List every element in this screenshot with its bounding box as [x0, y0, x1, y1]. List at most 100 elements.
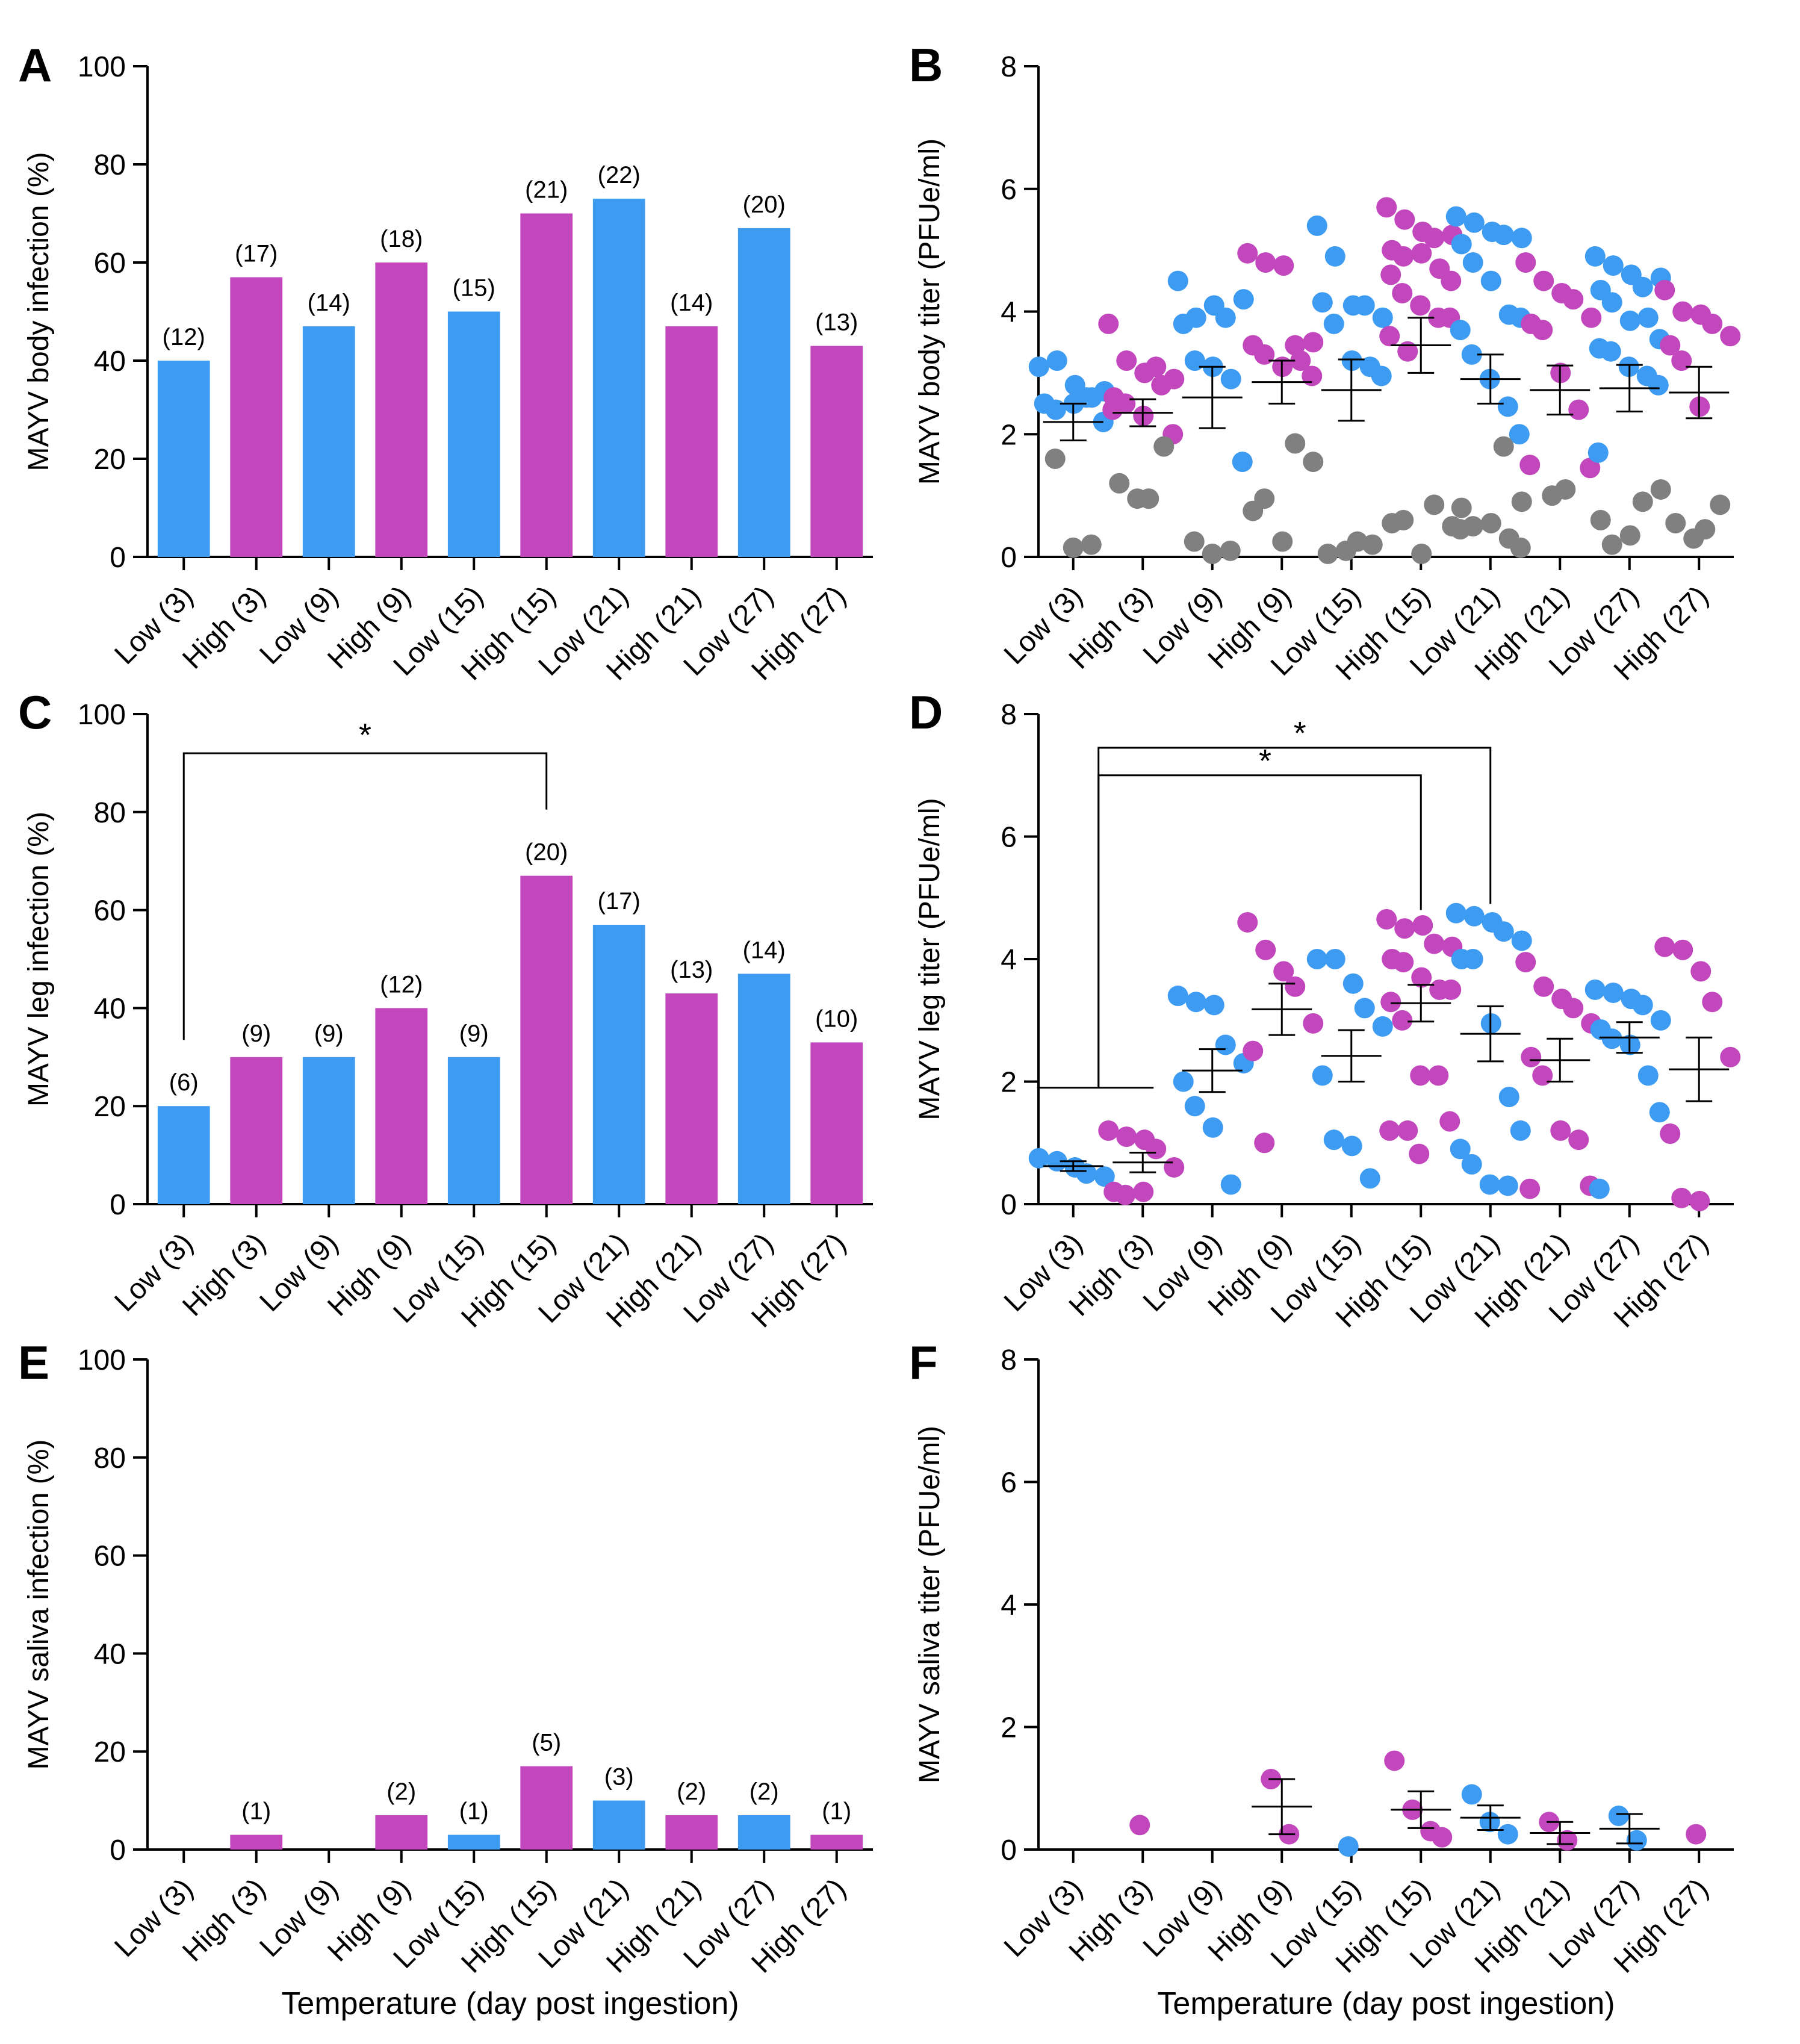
data-point — [1164, 1157, 1185, 1178]
zero-data-point — [1710, 494, 1731, 515]
data-point — [1603, 255, 1624, 276]
data-point — [1463, 212, 1485, 233]
data-point — [1129, 1815, 1150, 1836]
data-point — [1493, 225, 1514, 246]
zero-data-point — [1424, 494, 1445, 515]
y-tick-label: 80 — [94, 1443, 126, 1474]
bar-n-label: (21) — [525, 177, 568, 203]
zero-data-point — [1650, 479, 1671, 500]
data-point — [1290, 350, 1311, 371]
zero-data-point — [1695, 519, 1716, 540]
significance-star: * — [1294, 715, 1306, 751]
bar-n-label: (14) — [743, 937, 786, 963]
zero-data-point — [1480, 512, 1501, 533]
data-point — [1461, 1154, 1482, 1175]
data-point — [1671, 1187, 1692, 1208]
data-point — [1660, 1123, 1681, 1144]
y-tick-label: 40 — [94, 1638, 126, 1670]
x-axis-title: Temperature (day post ingestion) — [1157, 1986, 1615, 2021]
y-tick-label: 6 — [1001, 174, 1017, 206]
bar-n-label: (2) — [386, 1778, 416, 1805]
zero-data-point — [1109, 473, 1130, 494]
data-point — [1151, 374, 1172, 396]
data-point — [1462, 252, 1483, 273]
data-point — [1098, 1120, 1119, 1141]
bar-n-label: (17) — [235, 240, 278, 267]
data-point — [1338, 1836, 1359, 1857]
data-point — [1372, 1016, 1393, 1037]
data-point — [1587, 442, 1609, 463]
y-tick-label: 20 — [94, 1736, 126, 1768]
bar-4 — [375, 1008, 428, 1204]
data-point — [1441, 979, 1462, 1000]
significance-bracket — [182, 752, 548, 1040]
data-point — [1167, 986, 1188, 1007]
zero-data-point — [1153, 436, 1175, 457]
data-point — [1354, 998, 1375, 1019]
y-axis-label: MAYV body infection (%) — [23, 152, 55, 471]
zero-data-point — [1317, 543, 1338, 564]
data-point — [1233, 289, 1254, 310]
bar-n-label: (20) — [743, 191, 786, 218]
zero-data-point — [1220, 540, 1241, 561]
data-point — [1563, 289, 1584, 310]
data-point — [1654, 279, 1675, 300]
y-tick-label: 0 — [1001, 1189, 1017, 1221]
data-point — [1215, 1034, 1236, 1055]
data-point — [1637, 1065, 1659, 1086]
panel-letter-b: B — [909, 39, 943, 92]
zero-data-point — [1272, 531, 1293, 552]
y-tick-label: 60 — [94, 247, 126, 279]
bar-3 — [302, 1057, 355, 1204]
y-tick-label: 100 — [78, 1344, 126, 1376]
data-point — [1515, 252, 1536, 273]
data-point — [1689, 1190, 1710, 1211]
bar-10 — [810, 1042, 863, 1204]
data-point — [1306, 949, 1327, 969]
significance-bracket — [1097, 747, 1492, 1088]
data-point — [1173, 1071, 1194, 1092]
significance-star: * — [359, 717, 371, 753]
y-tick-label: 8 — [1001, 51, 1017, 83]
data-point — [1303, 332, 1324, 353]
data-point — [1285, 976, 1306, 997]
data-point — [1167, 270, 1188, 291]
data-point — [1215, 307, 1236, 328]
y-axis-label: MAYV leg titer (PFUe/ml) — [914, 798, 946, 1120]
y-tick-label: 0 — [110, 1834, 126, 1866]
bar-1 — [157, 1106, 210, 1204]
y-tick-label: 0 — [110, 542, 126, 574]
data-point — [1497, 396, 1518, 417]
data-point — [1173, 313, 1194, 334]
data-point — [1410, 1065, 1431, 1086]
data-point — [1584, 246, 1606, 267]
y-tick-label: 2 — [1001, 419, 1017, 451]
bar-2 — [230, 1834, 283, 1850]
y-tick-label: 20 — [94, 444, 126, 476]
bar-5 — [447, 1057, 500, 1204]
bar-9 — [737, 228, 790, 557]
data-point — [1479, 1174, 1500, 1195]
data-point — [1521, 1046, 1542, 1067]
data-point — [1603, 982, 1624, 1003]
data-point — [1380, 992, 1401, 1013]
data-point — [1323, 313, 1344, 334]
data-point — [1133, 1181, 1154, 1202]
data-point — [1632, 995, 1653, 1016]
zero-data-point — [1063, 537, 1084, 558]
data-point — [1519, 1178, 1541, 1199]
zero-data-point — [1254, 488, 1275, 509]
data-point — [1532, 320, 1553, 341]
data-point — [1533, 270, 1554, 291]
data-point — [1376, 197, 1397, 218]
data-point — [1312, 292, 1333, 313]
data-point — [1392, 1010, 1413, 1031]
bar-1 — [157, 361, 210, 557]
data-point — [1220, 1174, 1241, 1195]
zero-data-point — [1542, 485, 1563, 506]
data-point — [1690, 961, 1712, 982]
data-point — [1273, 255, 1294, 276]
bar-n-label: (15) — [453, 275, 495, 302]
data-point — [1450, 1138, 1471, 1160]
